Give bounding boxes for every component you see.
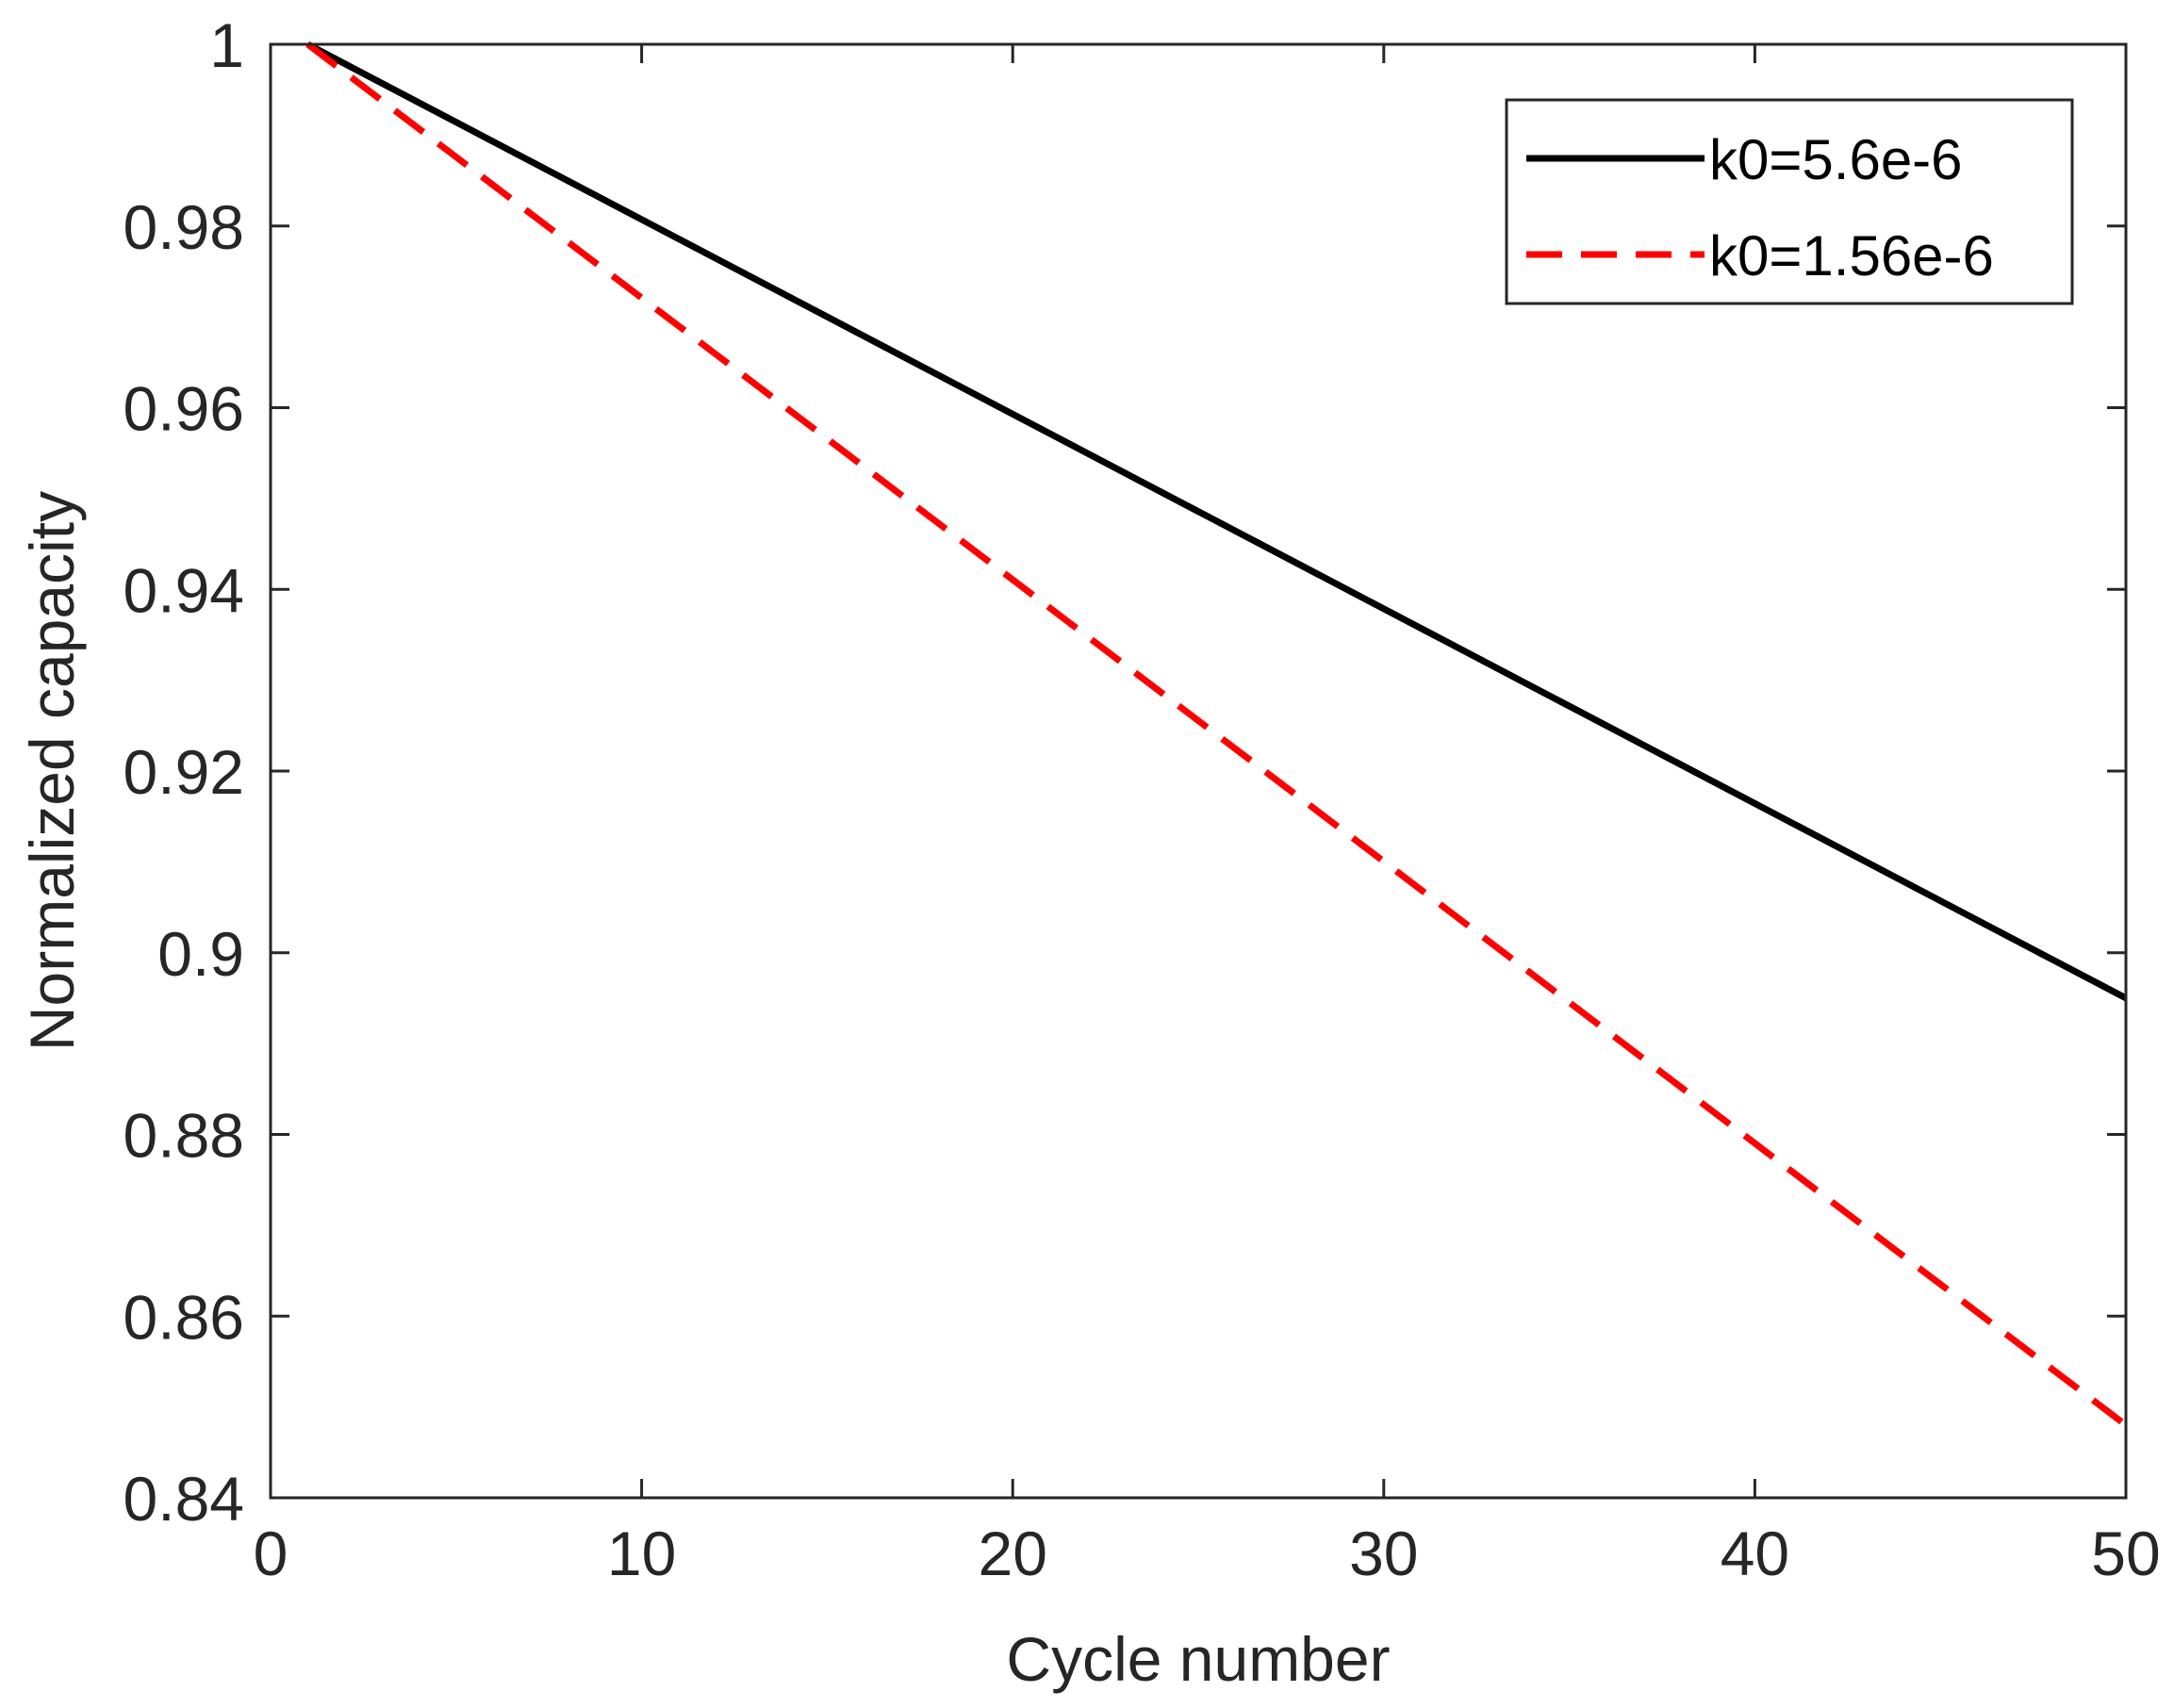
y-tick-label: 0.9: [157, 919, 244, 989]
series-line-k0-5.6e-6: [305, 41, 2128, 1001]
x-tick-label: 30: [1349, 1519, 1418, 1588]
y-tick-label: 0.88: [124, 1101, 244, 1171]
x-tick-label: 20: [978, 1519, 1046, 1588]
series-layer: [305, 41, 2129, 1428]
y-tick-label: 0.94: [124, 555, 244, 625]
y-tick-label: 0.86: [124, 1282, 244, 1352]
y-tick-label: 0.92: [124, 737, 244, 807]
legend: k0=5.6e-6 k0=1.56e-6: [1505, 98, 2074, 305]
y-axis-title: Normalized capacity: [17, 491, 87, 1051]
y-tick-label: 0.96: [124, 374, 244, 444]
x-tick-label: 0: [254, 1519, 288, 1588]
axes-box: [269, 42, 2128, 1500]
x-tick-label: 50: [2091, 1519, 2160, 1588]
x-axis-title: Cycle number: [1006, 1624, 1390, 1694]
x-tick-label: 40: [1721, 1519, 1789, 1588]
y-tick-label: 0.84: [124, 1464, 244, 1534]
tick-labels-layer: 0 10 20 30 40 50 0.84 0.86 0.88 0.9 0.92 0.94 0.96 0.…: [124, 10, 2161, 1588]
y-tick-label: 0.98: [124, 192, 244, 262]
legend-box: [1505, 98, 2074, 305]
legend-label-k0-1.56e-6: k0=1.56e-6: [1709, 224, 1994, 287]
y-tick-label: 1: [209, 10, 244, 80]
x-tick-label: 10: [607, 1519, 676, 1588]
legend-label-k0-5.6e-6: k0=5.6e-6: [1709, 128, 1963, 191]
